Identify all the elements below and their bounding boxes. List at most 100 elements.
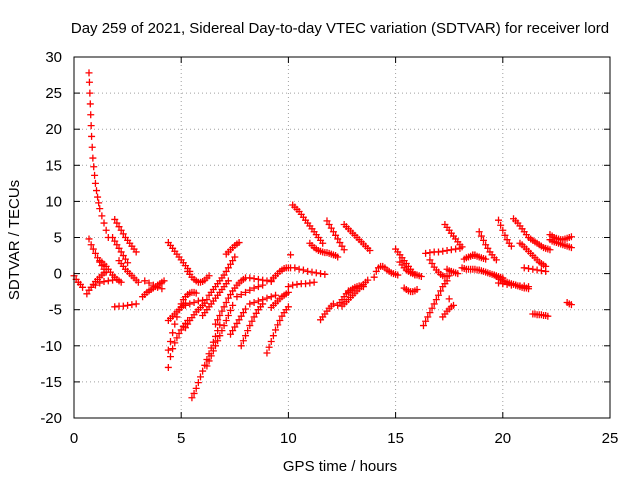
data-point (149, 281, 157, 289)
data-point (194, 297, 202, 305)
data-point (196, 373, 204, 381)
data-point (100, 278, 108, 286)
data-point (426, 256, 434, 264)
data-point (132, 248, 140, 256)
series-arc-19 (203, 301, 237, 370)
series-arc-48 (419, 277, 451, 330)
data-point (287, 251, 295, 259)
data-point (492, 256, 500, 264)
data-point (319, 239, 327, 247)
data-point (218, 327, 226, 335)
data-point (302, 280, 310, 288)
data-point (115, 223, 123, 231)
data-point (306, 279, 314, 287)
data-point (422, 317, 430, 325)
data-point (293, 280, 301, 288)
data-point (259, 296, 267, 304)
data-point (188, 394, 196, 402)
data-point (169, 345, 177, 353)
data-point (567, 233, 575, 241)
data-point (299, 266, 307, 274)
data-point (428, 304, 436, 312)
data-point (237, 291, 245, 299)
data-point (237, 312, 245, 320)
data-point (85, 78, 93, 86)
data-point (88, 132, 96, 140)
series-arc-23 (199, 277, 232, 319)
data-point (132, 300, 140, 308)
data-point (246, 300, 254, 308)
data-point (117, 226, 125, 234)
data-point (201, 299, 209, 307)
y-tick-label: -10 (40, 338, 62, 355)
data-point (284, 283, 292, 291)
data-point (100, 269, 108, 277)
data-point (209, 338, 217, 346)
data-point (235, 239, 243, 247)
data-point (90, 163, 98, 171)
data-point (235, 316, 243, 324)
data-point (454, 270, 462, 278)
data-point (222, 267, 230, 275)
data-point (503, 280, 511, 288)
data-point (231, 253, 239, 261)
y-tick-label: 0 (54, 266, 62, 283)
series-arc-57 (475, 228, 500, 264)
data-point (222, 317, 230, 325)
series-arc-37 (306, 239, 342, 261)
chart-title: Day 259 of 2021, Sidereal Day-to-day VTE… (71, 20, 609, 37)
data-point (220, 271, 228, 279)
data-point (259, 276, 267, 284)
data-point (242, 288, 250, 296)
series-arc-63 (516, 239, 550, 270)
data-point (477, 232, 485, 240)
data-point (246, 286, 254, 294)
data-point (329, 300, 337, 308)
data-point (177, 326, 185, 334)
data-point (124, 259, 132, 267)
data-point (263, 294, 271, 302)
data-point (190, 298, 198, 306)
series-arc-29 (242, 274, 275, 286)
data-point (229, 301, 237, 309)
data-point (212, 332, 220, 340)
series-arc-49 (426, 256, 453, 280)
data-point (272, 291, 280, 299)
data-point (321, 270, 329, 278)
series-arc-28 (233, 281, 267, 301)
data-point (218, 307, 226, 315)
series-arc-26 (227, 305, 250, 338)
data-point (96, 279, 104, 287)
data-point (424, 313, 432, 321)
series-arc-44 (370, 262, 402, 281)
data-point (117, 248, 125, 256)
series-arc-39 (317, 300, 337, 324)
series-arc-50 (422, 244, 464, 257)
data-point (205, 272, 213, 280)
data-point (203, 362, 211, 370)
data-point (227, 306, 235, 314)
data-point (497, 221, 505, 229)
data-point (434, 291, 442, 299)
data-point (91, 281, 99, 289)
series-arc-7 (111, 215, 140, 256)
data-point (119, 230, 127, 238)
data-point (164, 346, 172, 354)
data-point (124, 301, 132, 309)
data-point (269, 332, 277, 340)
data-point (111, 215, 119, 223)
data-point (263, 349, 271, 357)
data-point (109, 276, 117, 284)
series-arc-9 (115, 257, 142, 286)
data-point (220, 303, 228, 311)
data-point (254, 283, 262, 291)
data-point (181, 301, 189, 309)
data-point (224, 294, 232, 302)
data-point (205, 357, 213, 365)
data-point (254, 297, 262, 305)
series-arc-54 (445, 295, 453, 303)
data-point (224, 277, 232, 285)
data-point (164, 363, 172, 371)
series-arc-55 (458, 264, 507, 282)
